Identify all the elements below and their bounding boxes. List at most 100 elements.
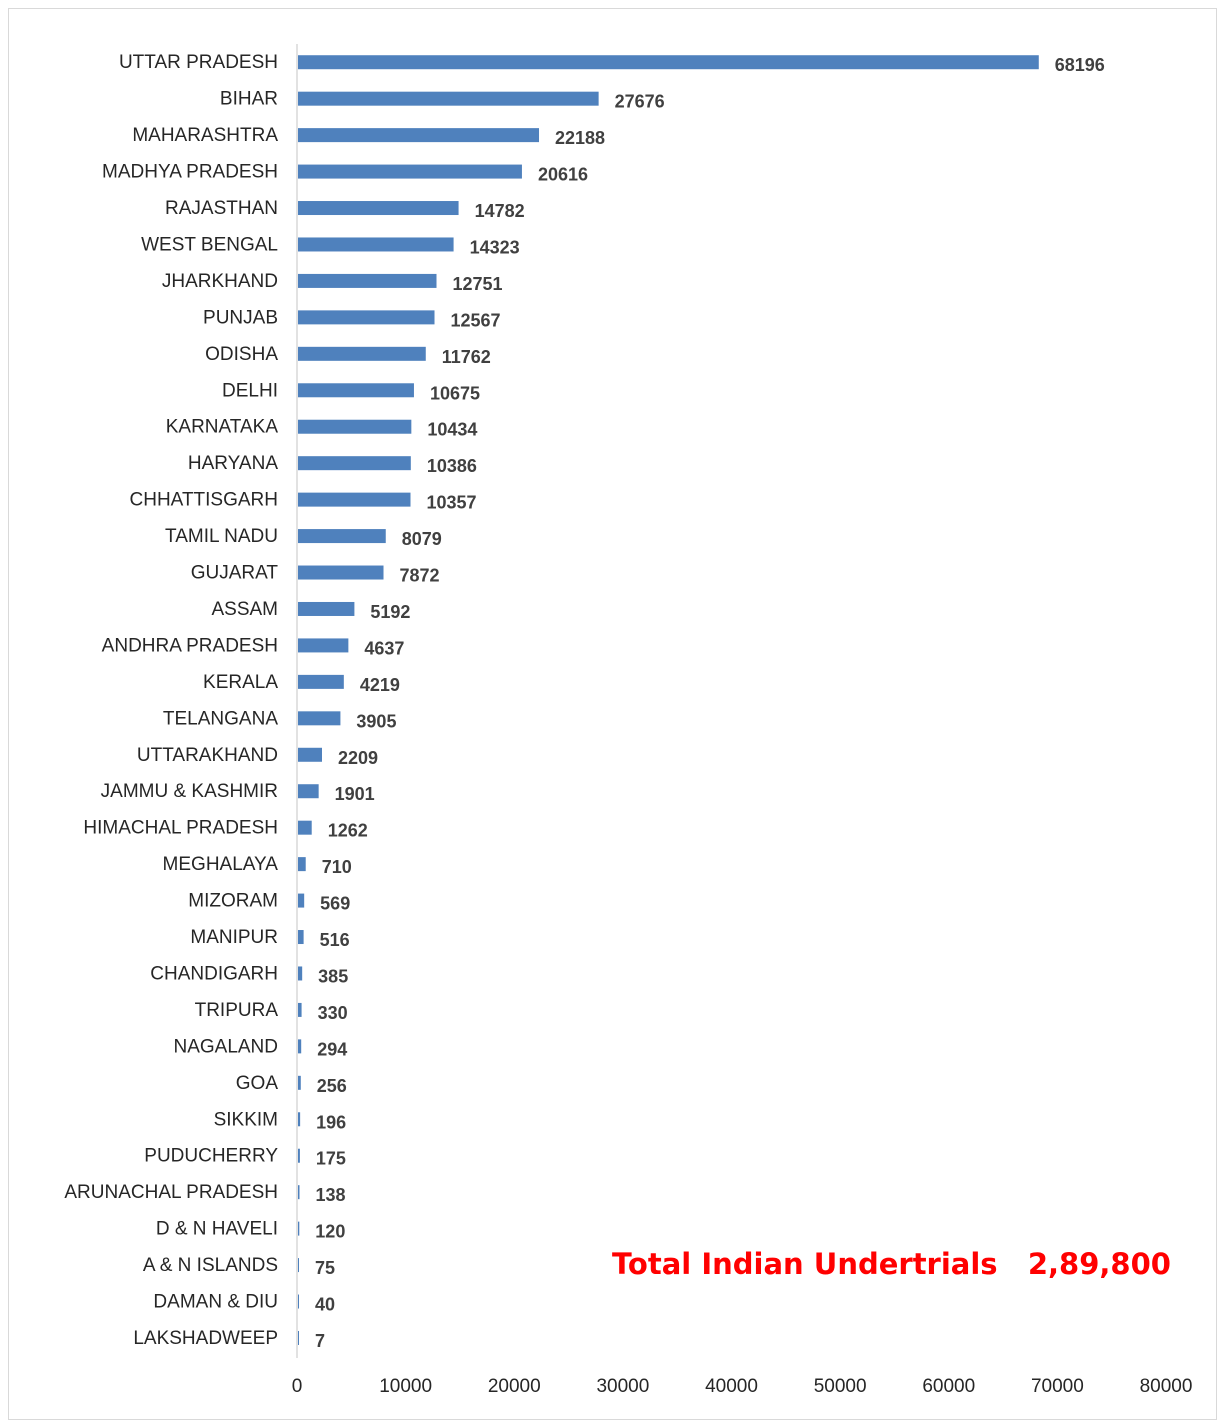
value-label: 10675 bbox=[430, 383, 480, 403]
value-label: 27676 bbox=[615, 92, 665, 112]
value-label: 7 bbox=[315, 1331, 325, 1351]
bar bbox=[298, 128, 540, 143]
value-label: 8079 bbox=[402, 529, 442, 549]
category-label: LAKSHADWEEP bbox=[133, 1328, 278, 1349]
value-label: 10357 bbox=[427, 493, 477, 513]
bar bbox=[298, 565, 384, 580]
category-labels: UTTAR PRADESH BIHAR MAHARASHTRA MADHYA PRAD… bbox=[64, 52, 278, 1349]
category-label: GOA bbox=[236, 1073, 279, 1094]
x-tick-label: 10000 bbox=[379, 1376, 432, 1397]
value-label: 75 bbox=[315, 1258, 335, 1278]
category-label: TELANGANA bbox=[163, 708, 278, 729]
bar bbox=[298, 820, 312, 835]
bar bbox=[298, 1075, 301, 1090]
value-label: 120 bbox=[315, 1222, 345, 1242]
value-label: 138 bbox=[315, 1185, 345, 1205]
value-label: 10386 bbox=[427, 456, 477, 476]
category-label: MIZORAM bbox=[188, 891, 278, 912]
bar bbox=[298, 966, 303, 981]
value-label: 710 bbox=[322, 857, 352, 877]
category-label: ANDHRA PRADESH bbox=[102, 635, 278, 656]
category-label: MAHARASHTRA bbox=[132, 125, 278, 146]
bar bbox=[298, 711, 341, 726]
value-label: 1262 bbox=[328, 821, 368, 841]
category-label: PUDUCHERRY bbox=[144, 1146, 278, 1167]
category-label: DELHI bbox=[222, 380, 278, 401]
bar bbox=[298, 529, 386, 544]
bar bbox=[298, 201, 459, 216]
category-label: PUNJAB bbox=[203, 307, 278, 328]
value-label: 175 bbox=[316, 1149, 346, 1169]
bar bbox=[298, 601, 355, 616]
value-label: 12567 bbox=[451, 310, 501, 330]
x-tick-label: 70000 bbox=[1031, 1376, 1084, 1397]
category-label: DAMAN & DIU bbox=[153, 1292, 278, 1313]
bar bbox=[298, 893, 305, 908]
category-label: GUJARAT bbox=[191, 563, 279, 584]
chart-frame bbox=[8, 8, 1217, 1420]
bar bbox=[298, 930, 304, 945]
bar bbox=[298, 1002, 302, 1017]
category-label: CHHATTISGARH bbox=[130, 490, 278, 511]
value-label: 10434 bbox=[427, 420, 477, 440]
value-labels: 68196 27676 22188 20616 14782 14323 12751 12567… bbox=[315, 55, 1105, 1351]
category-label: MANIPUR bbox=[190, 927, 278, 948]
value-label: 12751 bbox=[453, 274, 503, 294]
category-label: MADHYA PRADESH bbox=[102, 162, 278, 183]
value-label: 4637 bbox=[364, 638, 404, 658]
bar bbox=[298, 1330, 299, 1345]
bar bbox=[298, 1112, 301, 1127]
category-label: JHARKHAND bbox=[162, 271, 278, 292]
bars-group bbox=[298, 55, 1039, 1345]
value-label: 385 bbox=[318, 966, 348, 986]
category-label: NAGALAND bbox=[173, 1036, 278, 1057]
bar bbox=[298, 747, 322, 762]
category-label: ARUNACHAL PRADESH bbox=[64, 1182, 278, 1203]
value-label: 294 bbox=[317, 1039, 347, 1059]
category-label: UTTARAKHAND bbox=[137, 745, 278, 766]
value-label: 256 bbox=[317, 1076, 347, 1096]
value-label: 4219 bbox=[360, 675, 400, 695]
bar bbox=[298, 1258, 299, 1273]
category-label: TRIPURA bbox=[195, 1000, 279, 1021]
bar bbox=[298, 857, 306, 872]
value-label: 2209 bbox=[338, 748, 378, 768]
bar bbox=[298, 492, 411, 507]
x-tick-label: 0 bbox=[292, 1376, 303, 1397]
x-tick-label: 20000 bbox=[488, 1376, 541, 1397]
value-label: 1901 bbox=[335, 784, 375, 804]
value-label: 14323 bbox=[470, 237, 520, 257]
category-label: KERALA bbox=[203, 672, 278, 693]
value-label: 40 bbox=[315, 1295, 335, 1315]
x-tick-label: 80000 bbox=[1140, 1376, 1193, 1397]
value-label: 516 bbox=[320, 930, 350, 950]
value-label: 68196 bbox=[1055, 55, 1105, 75]
bar bbox=[298, 419, 412, 434]
category-label: D & N HAVELI bbox=[156, 1219, 278, 1240]
bar bbox=[298, 164, 522, 179]
category-label: HIMACHAL PRADESH bbox=[83, 818, 278, 839]
x-tick-label: 60000 bbox=[922, 1376, 975, 1397]
total-annotation: Total Indian Undertrials 2,89,800 bbox=[612, 1247, 1171, 1281]
value-label: 5192 bbox=[370, 602, 410, 622]
value-label: 569 bbox=[320, 894, 350, 914]
category-label: RAJASTHAN bbox=[165, 198, 278, 219]
bar bbox=[298, 456, 411, 471]
bar bbox=[298, 383, 414, 398]
bar bbox=[298, 55, 1039, 70]
bar bbox=[298, 310, 435, 325]
category-label: UTTAR PRADESH bbox=[119, 52, 278, 73]
bar bbox=[298, 1185, 300, 1200]
bar bbox=[298, 784, 319, 799]
bar bbox=[298, 1294, 299, 1309]
category-label: A & N ISLANDS bbox=[143, 1255, 278, 1276]
value-label: 14782 bbox=[475, 201, 525, 221]
value-label: 22188 bbox=[555, 128, 605, 148]
bar bbox=[298, 1148, 300, 1163]
category-label: WEST BENGAL bbox=[141, 234, 278, 255]
category-label: JAMMU & KASHMIR bbox=[101, 781, 278, 802]
value-label: 3905 bbox=[356, 711, 396, 731]
bar bbox=[298, 638, 349, 653]
bar bbox=[298, 91, 599, 106]
